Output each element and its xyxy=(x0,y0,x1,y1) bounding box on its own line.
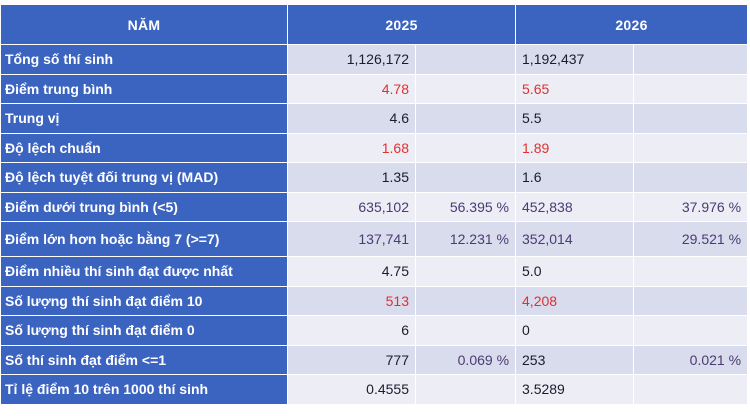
row-label: Tỉ lệ điểm 10 trên 1000 thí sinh xyxy=(0,374,288,405)
percent-2025 xyxy=(414,285,517,316)
percent-2026 xyxy=(633,374,749,405)
percent-2026 xyxy=(633,103,749,134)
percent-2025 xyxy=(414,315,517,346)
percent-2026 xyxy=(633,44,749,75)
value-2025: 1.68 xyxy=(287,132,416,163)
value-2026: 253 xyxy=(515,344,635,375)
value-2026: 5.65 xyxy=(515,73,635,104)
percent-2025 xyxy=(414,73,517,104)
exam-statistics-table: NĂM 2025 2026 Tổng số thí sinh 1,126,172 1… xyxy=(0,4,749,405)
table-row: Điểm trung bình 4.78 5.65 xyxy=(0,73,749,104)
value-2026: 3.5289 xyxy=(515,374,635,405)
percent-2026 xyxy=(633,256,749,287)
row-label: Điểm nhiều thí sinh đạt được nhất xyxy=(0,256,288,287)
value-2026: 0 xyxy=(515,315,635,346)
percent-2026 xyxy=(633,73,749,104)
table-row: Điểm nhiều thí sinh đạt được nhất 4.75 5.0 xyxy=(0,256,749,287)
value-2026: 352,014 xyxy=(515,221,635,257)
row-label: Điểm lớn hơn hoặc bằng 7 (>=7) xyxy=(0,221,288,257)
value-2026: 1.89 xyxy=(515,132,635,163)
value-2026: 452,838 xyxy=(515,191,635,222)
value-2025: 4.78 xyxy=(287,73,416,104)
row-label: Điểm dưới trung bình (<5) xyxy=(0,191,288,222)
table-row: Điểm dưới trung bình (<5) 635,102 56.395 %… xyxy=(0,191,749,222)
value-2025: 1,126,172 xyxy=(287,44,416,75)
table-body: Tổng số thí sinh 1,126,172 1,192,437 Điểm t… xyxy=(0,44,749,405)
value-2026: 5.0 xyxy=(515,256,635,287)
percent-2026 xyxy=(633,285,749,316)
percent-2026 xyxy=(633,132,749,163)
percent-2026: 37.976 % xyxy=(633,191,749,222)
percent-2025 xyxy=(414,103,517,134)
percent-2025: 0.069 % xyxy=(414,344,517,375)
value-2025: 777 xyxy=(287,344,416,375)
percent-2025 xyxy=(414,162,517,193)
row-label: Số lượng thí sinh đạt điểm 10 xyxy=(0,285,288,316)
header-2026: 2026 xyxy=(515,4,749,45)
percent-2025 xyxy=(414,132,517,163)
row-label: Độ lệch tuyệt đối trung vị (MAD) xyxy=(0,162,288,193)
value-2025: 6 xyxy=(287,315,416,346)
percent-2025 xyxy=(414,256,517,287)
table-row: Điểm lớn hơn hoặc bằng 7 (>=7) 137,741 12.… xyxy=(0,221,749,257)
value-2025: 4.75 xyxy=(287,256,416,287)
header-year-label: NĂM xyxy=(0,4,288,45)
percent-2026: 29.521 % xyxy=(633,221,749,257)
table-header-row: NĂM 2025 2026 xyxy=(0,4,749,45)
row-label: Trung vị xyxy=(0,103,288,134)
row-label: Số lượng thí sinh đạt điểm 0 xyxy=(0,315,288,346)
value-2026: 4,208 xyxy=(515,285,635,316)
row-label: Độ lệch chuẩn xyxy=(0,132,288,163)
table-row: Tỉ lệ điểm 10 trên 1000 thí sinh 0.4555 3.… xyxy=(0,374,749,405)
header-2025: 2025 xyxy=(286,4,517,45)
percent-2026: 0.021 % xyxy=(633,344,749,375)
table-row: Trung vị 4.6 5.5 xyxy=(0,103,749,134)
value-2025: 4.6 xyxy=(287,103,416,134)
value-2026: 5.5 xyxy=(515,103,635,134)
value-2025: 137,741 xyxy=(287,221,416,257)
value-2026: 1,192,437 xyxy=(515,44,635,75)
percent-2025: 12.231 % xyxy=(414,221,517,257)
table-row: Độ lệch chuẩn 1.68 1.89 xyxy=(0,132,749,163)
percent-2025: 56.395 % xyxy=(414,191,517,222)
percent-2026 xyxy=(633,315,749,346)
table-row: Số thí sinh đạt điểm <=1 777 0.069 % 253 0.0… xyxy=(0,344,749,375)
table-row: Số lượng thí sinh đạt điểm 10 513 4,208 xyxy=(0,285,749,316)
value-2025: 513 xyxy=(287,285,416,316)
percent-2026 xyxy=(633,162,749,193)
row-label: Điểm trung bình xyxy=(0,73,288,104)
row-label: Số thí sinh đạt điểm <=1 xyxy=(0,344,288,375)
row-label: Tổng số thí sinh xyxy=(0,44,288,75)
value-2025: 1.35 xyxy=(287,162,416,193)
percent-2025 xyxy=(414,44,517,75)
value-2025: 635,102 xyxy=(287,191,416,222)
value-2025: 0.4555 xyxy=(287,374,416,405)
table-row: Độ lệch tuyệt đối trung vị (MAD) 1.35 1.6 xyxy=(0,162,749,193)
value-2026: 1.6 xyxy=(515,162,635,193)
table-row: Tổng số thí sinh 1,126,172 1,192,437 xyxy=(0,44,749,75)
percent-2025 xyxy=(414,374,517,405)
